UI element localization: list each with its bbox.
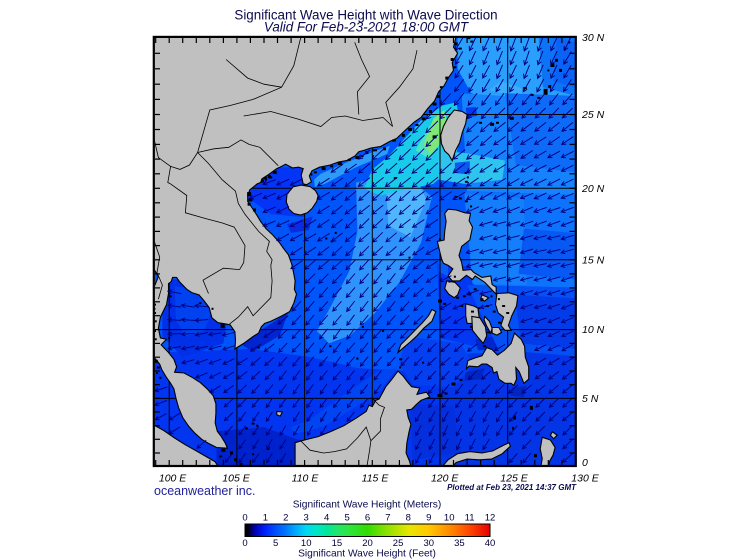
- svg-text:30: 30: [424, 538, 435, 549]
- svg-text:20: 20: [362, 538, 373, 549]
- svg-text:5: 5: [344, 513, 349, 524]
- svg-text:0: 0: [582, 457, 588, 469]
- svg-text:4: 4: [324, 513, 329, 524]
- svg-text:120 E: 120 E: [431, 473, 459, 485]
- svg-text:15: 15: [332, 538, 343, 549]
- svg-text:25: 25: [393, 538, 404, 549]
- svg-text:105 E: 105 E: [222, 473, 250, 485]
- svg-text:6: 6: [365, 513, 370, 524]
- svg-text:110 E: 110 E: [292, 473, 320, 485]
- svg-text:8: 8: [406, 513, 411, 524]
- svg-text:10: 10: [301, 538, 312, 549]
- svg-text:2: 2: [283, 513, 288, 524]
- svg-text:30 N: 30 N: [582, 32, 605, 44]
- svg-text:12: 12: [485, 513, 496, 524]
- svg-text:115 E: 115 E: [362, 473, 390, 485]
- svg-text:Significant Wave Height with W: Significant Wave Height with Wave Direct…: [234, 8, 497, 23]
- svg-text:11: 11: [465, 513, 475, 524]
- svg-text:oceanweather inc.: oceanweather inc.: [154, 484, 255, 498]
- svg-text:40: 40: [485, 538, 496, 549]
- svg-text:10: 10: [444, 513, 455, 524]
- svg-text:3: 3: [304, 513, 309, 524]
- svg-text:Plotted at Feb 23, 2021 14:37: Plotted at Feb 23, 2021 14:37 GMT: [447, 483, 577, 492]
- svg-text:0: 0: [242, 538, 247, 549]
- svg-text:20 N: 20 N: [581, 183, 605, 195]
- svg-text:5: 5: [273, 538, 278, 549]
- svg-text:10 N: 10 N: [582, 324, 605, 336]
- svg-text:Significant Wave Height (Meter: Significant Wave Height (Meters): [293, 500, 442, 511]
- svg-text:15 N: 15 N: [582, 254, 605, 266]
- svg-text:125 E: 125 E: [500, 473, 528, 485]
- svg-text:Valid For Feb-23-2021 18:00 GM: Valid For Feb-23-2021 18:00 GMT: [264, 20, 469, 35]
- svg-text:0: 0: [242, 513, 247, 524]
- svg-text:9: 9: [426, 513, 431, 524]
- svg-text:25 N: 25 N: [581, 109, 605, 121]
- svg-text:7: 7: [385, 513, 390, 524]
- svg-text:35: 35: [454, 538, 465, 549]
- svg-text:1: 1: [263, 513, 268, 524]
- svg-text:100 E: 100 E: [159, 473, 187, 485]
- svg-text:Significant Wave Height (Feet): Significant Wave Height (Feet): [298, 549, 436, 560]
- svg-text:130 E: 130 E: [571, 473, 599, 485]
- svg-text:5 N: 5 N: [582, 393, 599, 405]
